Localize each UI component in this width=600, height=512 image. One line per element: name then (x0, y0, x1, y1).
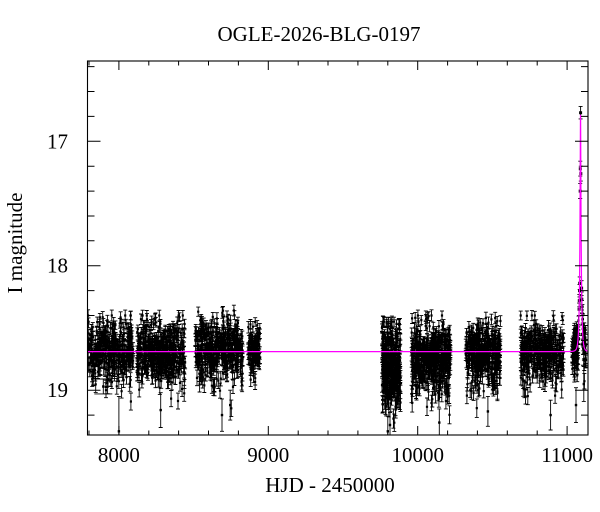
x-tick-label: 10000 (391, 443, 444, 467)
plot-title: OGLE-2026-BLG-0197 (218, 22, 421, 46)
season-6-markers (410, 314, 452, 416)
model-curve-layer (87, 114, 588, 353)
outlier-markers (102, 382, 585, 433)
x-tick-labels: 8000 9000 10000 11000 (98, 443, 593, 467)
tick-marks (87, 61, 588, 435)
y-tick-label: 17 (47, 129, 68, 153)
season-3-markers (194, 309, 244, 410)
season-1-markers (87, 314, 135, 403)
x-tick-label: 8000 (98, 443, 140, 467)
x-axis-label: HJD - 2450000 (265, 473, 395, 497)
y-tick-label: 19 (47, 378, 68, 402)
axis-ticks (87, 61, 588, 435)
y-tick-label: 18 (47, 254, 68, 278)
data-points-layer (87, 105, 588, 435)
season-2-markers (136, 314, 187, 403)
microlensing-model-curve (87, 114, 588, 353)
season-7-markers (464, 316, 502, 410)
plot-frame (86, 60, 589, 436)
y-tick-labels: 17 18 19 (47, 129, 68, 402)
x-tick-label: 11000 (541, 443, 593, 467)
y-axis-label: I magnitude (3, 193, 27, 294)
event-markers (577, 111, 584, 311)
season-5-markers (380, 320, 402, 424)
season-8-markers (519, 314, 565, 398)
season-9-markers (571, 319, 580, 377)
x-tick-label: 9000 (247, 443, 289, 467)
